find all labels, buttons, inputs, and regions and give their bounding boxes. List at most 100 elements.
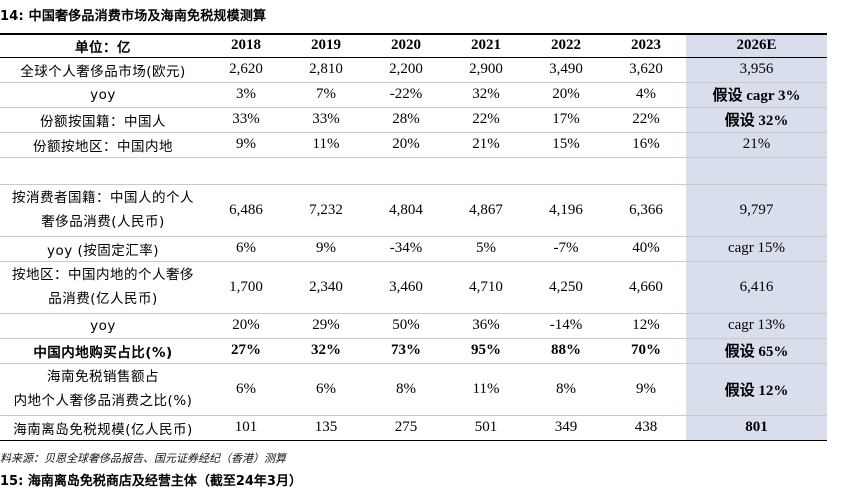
- table-cell: 33%: [206, 107, 286, 133]
- table-row: yoy 3% 7% -22% 32% 20% 4% 假设 cagr 3%: [0, 82, 827, 108]
- row-label: 按地区：中国内地的个人奢侈 品消费(亿人民币): [0, 261, 206, 314]
- table-cell: -7%: [526, 236, 606, 262]
- row-label: 份额按国籍：中国人: [0, 107, 206, 133]
- table-cell: 15%: [526, 132, 606, 158]
- table-cell: -14%: [526, 313, 606, 339]
- table-row: 全球个人奢侈品市场(欧元) 2,620 2,810 2,200 2,900 3,490 3,…: [0, 57, 827, 83]
- table-cell: 438: [606, 415, 686, 441]
- table-cell: 4,710: [446, 261, 526, 314]
- table-cell: 32%: [286, 338, 366, 364]
- estimate-cell: cagr 13%: [686, 313, 827, 339]
- table-cell: 9%: [286, 236, 366, 262]
- table-cell: 9%: [206, 132, 286, 158]
- source-note: 料来源：贝恩全球奢侈品报告、国元证券经纪（香港）测算: [0, 452, 286, 465]
- table-cell: 275: [366, 415, 446, 441]
- header-year: 2021: [446, 33, 526, 58]
- header-year: 2018: [206, 33, 286, 58]
- table-cell: [366, 157, 446, 185]
- row-label-line: 内地个人奢侈品消费之比(%): [13, 393, 193, 409]
- table-cell: 4,196: [526, 184, 606, 237]
- table-cell: 20%: [206, 313, 286, 339]
- table-row: yoy 20% 29% 50% 36% -14% 12% cagr 13%: [0, 313, 827, 339]
- table-cell: 5%: [446, 236, 526, 262]
- table-cell: 29%: [286, 313, 366, 339]
- table-cell: 17%: [526, 107, 606, 133]
- table-cell: 7,232: [286, 184, 366, 237]
- table-cell: 36%: [446, 313, 526, 339]
- market-estimate-table: 单位：亿 2018 2019 2020 2021 2022 2023 2026E…: [0, 33, 827, 441]
- table-cell: 3,620: [606, 57, 686, 83]
- estimate-cell: 假设 32%: [686, 107, 827, 133]
- header-year: 2022: [526, 33, 606, 58]
- table-cell: 6%: [286, 363, 366, 416]
- row-label: 份额按地区：中国内地: [0, 132, 206, 158]
- table-cell: 73%: [366, 338, 446, 364]
- header-unit: 单位：亿: [0, 33, 206, 58]
- table-cell: 135: [286, 415, 366, 441]
- table-cell: 20%: [366, 132, 446, 158]
- table-cell: 6%: [206, 363, 286, 416]
- table-cell: 4,250: [526, 261, 606, 314]
- table-row: 海南免税销售额占 内地个人奢侈品消费之比(%) 6% 6% 8% 11% 8% 9% 假设 12…: [0, 363, 827, 416]
- table-row: 份额按国籍：中国人 33% 33% 28% 22% 17% 22% 假设 32%: [0, 107, 827, 133]
- estimate-cell: cagr 15%: [686, 236, 827, 262]
- table-cell: 20%: [526, 82, 606, 108]
- row-label: [0, 157, 206, 185]
- table-cell: 22%: [446, 107, 526, 133]
- table-cell: 3%: [206, 82, 286, 108]
- estimate-cell: 假设 12%: [686, 363, 827, 416]
- table-cell: 27%: [206, 338, 286, 364]
- row-label: yoy: [0, 82, 206, 108]
- table-cell: [606, 157, 686, 185]
- table-row: yoy (按固定汇率) 6% 9% -34% 5% -7% 40% cagr 15%: [0, 236, 827, 262]
- table-cell: -22%: [366, 82, 446, 108]
- table-cell: 501: [446, 415, 526, 441]
- estimate-cell: 假设 65%: [686, 338, 827, 364]
- table-cell: 4,804: [366, 184, 446, 237]
- table-cell: 6%: [206, 236, 286, 262]
- table-cell: [206, 157, 286, 185]
- table-cell: 16%: [606, 132, 686, 158]
- table-cell: [446, 157, 526, 185]
- table-cell: 21%: [446, 132, 526, 158]
- table-cell: 8%: [366, 363, 446, 416]
- table-row: 中国内地购买占比(%) 27% 32% 73% 95% 88% 70% 假设 65%: [0, 338, 827, 364]
- table-row: 按地区：中国内地的个人奢侈 品消费(亿人民币) 1,700 2,340 3,460 4,7…: [0, 261, 827, 314]
- header-estimate-year: 2026E: [686, 33, 827, 58]
- table-cell: 2,340: [286, 261, 366, 314]
- table-cell: 2,620: [206, 57, 286, 83]
- estimate-cell: 6,416: [686, 261, 827, 314]
- table-cell: 2,200: [366, 57, 446, 83]
- table-cell: 9%: [606, 363, 686, 416]
- table-cell: 22%: [606, 107, 686, 133]
- header-year: 2023: [606, 33, 686, 58]
- table-cell: 7%: [286, 82, 366, 108]
- table-cell: 32%: [446, 82, 526, 108]
- table-cell: 2,810: [286, 57, 366, 83]
- table-cell: 50%: [366, 313, 446, 339]
- table-cell: 12%: [606, 313, 686, 339]
- table-row: [0, 157, 827, 185]
- next-table-title: 15: 海南离岛免税商店及经营主体（截至24年3月）: [0, 474, 302, 489]
- table-cell: 11%: [286, 132, 366, 158]
- table-cell: 40%: [606, 236, 686, 262]
- row-label: 全球个人奢侈品市场(欧元): [0, 57, 206, 83]
- table-cell: 3,460: [366, 261, 446, 314]
- table-cell: 88%: [526, 338, 606, 364]
- row-label-line: 海南免税销售额占: [47, 369, 159, 385]
- table-cell: 4,867: [446, 184, 526, 237]
- table-cell: 101: [206, 415, 286, 441]
- table-cell: 4,660: [606, 261, 686, 314]
- row-label-line: 品消费(亿人民币): [48, 291, 158, 307]
- row-label: 海南免税销售额占内地个人奢侈品消费之比(%): [0, 363, 206, 416]
- row-label: yoy (按固定汇率): [0, 236, 206, 262]
- estimate-cell: 3,956: [686, 57, 827, 83]
- row-label: yoy: [0, 313, 206, 339]
- table-cell: -34%: [366, 236, 446, 262]
- estimate-cell: 9,797: [686, 184, 827, 237]
- header-row: 单位：亿 2018 2019 2020 2021 2022 2023 2026E: [0, 33, 827, 58]
- table-cell: [526, 157, 606, 185]
- row-label: 中国内地购买占比(%): [0, 338, 206, 364]
- table-cell: 2,900: [446, 57, 526, 83]
- row-label: 按消费者国籍：中国人的个人 奢侈品消费(人民币): [0, 184, 206, 237]
